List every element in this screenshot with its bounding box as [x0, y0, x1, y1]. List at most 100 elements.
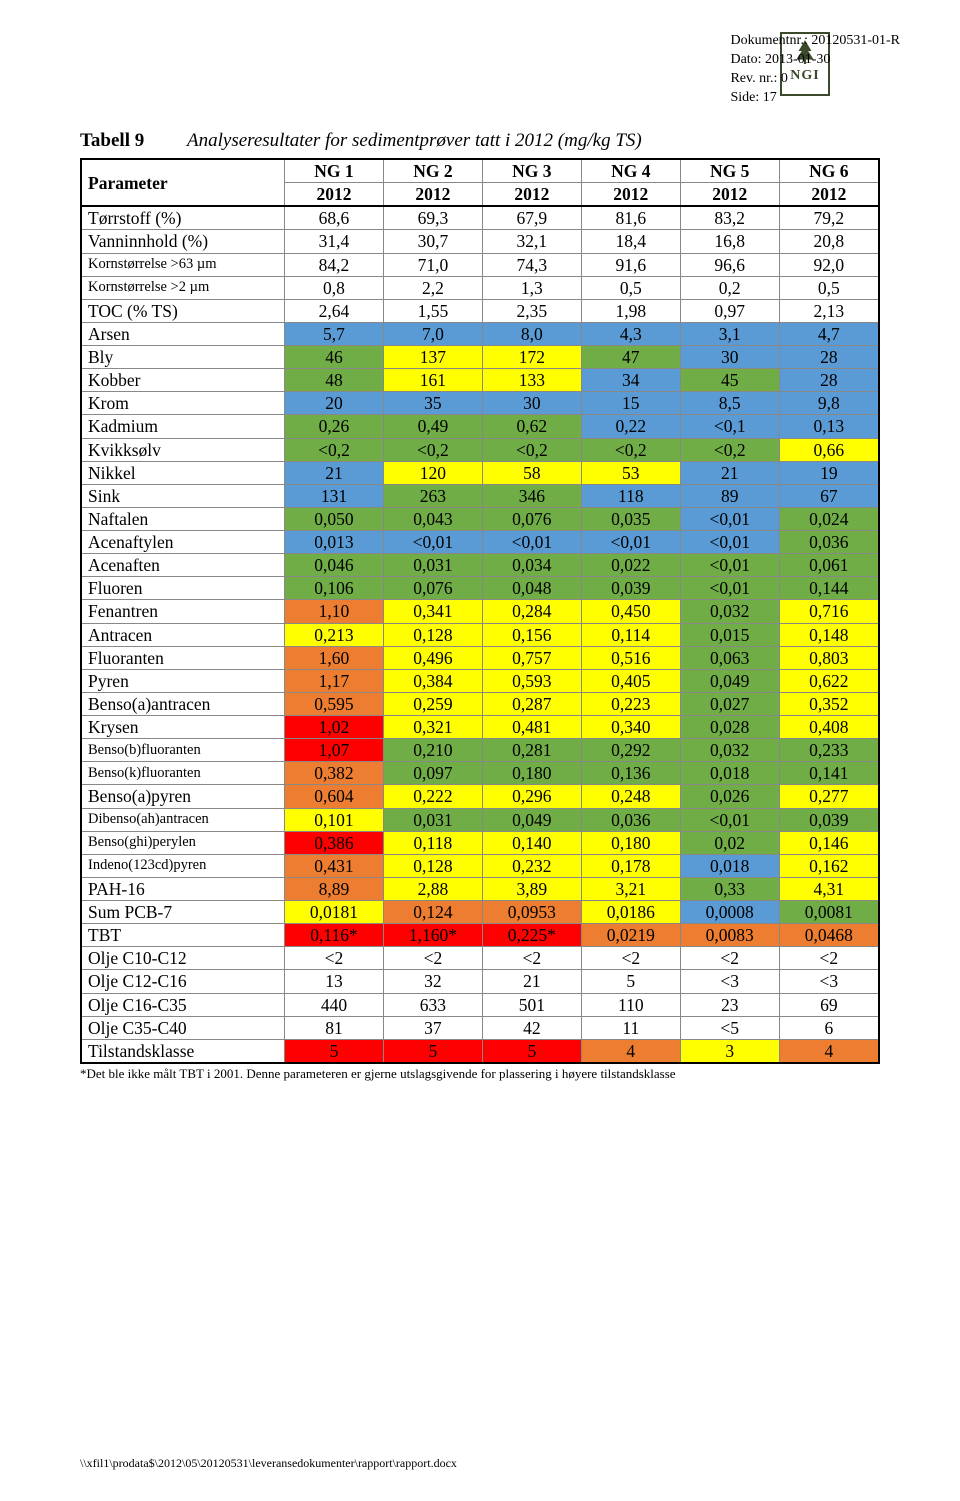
cell-value: <2	[482, 947, 581, 970]
cell-value: <0,01	[482, 531, 581, 554]
table-row: Fluoranten1,600,4960,7570,5160,0630,803	[81, 646, 879, 669]
cell-value: 3,1	[680, 322, 779, 345]
cell-value: 3,21	[581, 877, 680, 900]
cell-value: 9,8	[779, 392, 879, 415]
row-parameter: Benso(a)pyren	[81, 785, 285, 808]
cell-value: 4,31	[779, 877, 879, 900]
row-parameter: Arsen	[81, 322, 285, 345]
cell-value: 0,156	[482, 623, 581, 646]
cell-value: 8,5	[680, 392, 779, 415]
table-row: Tørrstoff (%)68,669,367,981,683,279,2	[81, 206, 879, 230]
cell-value: 0,026	[680, 785, 779, 808]
table-row: Pyren1,170,3840,5930,4050,0490,622	[81, 669, 879, 692]
cell-value: 0,22	[581, 415, 680, 438]
col-station: NG 5	[680, 159, 779, 183]
table-row: Kobber48161133344528	[81, 369, 879, 392]
cell-value: 0,210	[383, 739, 482, 762]
cell-value: <0,01	[680, 531, 779, 554]
cell-value: 0,063	[680, 646, 779, 669]
cell-value: 0,02	[680, 831, 779, 854]
cell-value: 69	[779, 993, 879, 1016]
cell-value: 19	[779, 461, 879, 484]
cell-value: 5,7	[285, 322, 384, 345]
table-row: Kornstørrelse >63 µm84,271,074,391,696,6…	[81, 253, 879, 276]
row-parameter: PAH-16	[81, 877, 285, 900]
table-row: Olje C35-C4081374211<56	[81, 1016, 879, 1039]
cell-value: 263	[383, 484, 482, 507]
table-row: Olje C16-C354406335011102369	[81, 993, 879, 1016]
cell-value: 0,384	[383, 669, 482, 692]
cell-value: 1,02	[285, 716, 384, 739]
cell-value: 0,180	[482, 762, 581, 785]
row-parameter: Indeno(123cd)pyren	[81, 854, 285, 877]
cell-value: 0,0468	[779, 924, 879, 947]
cell-value: 0,0081	[779, 901, 879, 924]
cell-value: 0,757	[482, 646, 581, 669]
cell-value: 46	[285, 346, 384, 369]
cell-value: 74,3	[482, 253, 581, 276]
row-parameter: Sum PCB-7	[81, 901, 285, 924]
cell-value: <0,2	[482, 438, 581, 461]
table-row: Olje C10-C12<2<2<2<2<2<2	[81, 947, 879, 970]
cell-value: 5	[581, 970, 680, 993]
cell-value: 131	[285, 484, 384, 507]
page-content: Tabell 9 Analyseresultater for sedimentp…	[80, 130, 880, 1082]
doc-number: Dokumentnr.: 20120531-01-R	[730, 32, 900, 51]
row-parameter: Benso(b)fluoranten	[81, 739, 285, 762]
row-parameter: Pyren	[81, 669, 285, 692]
col-year: 2012	[581, 183, 680, 207]
cell-value: 1,10	[285, 600, 384, 623]
cell-value: 6	[779, 1016, 879, 1039]
cell-value: 0,382	[285, 762, 384, 785]
cell-value: 0,015	[680, 623, 779, 646]
cell-value: 0,043	[383, 507, 482, 530]
cell-value: 0,604	[285, 785, 384, 808]
row-parameter: Sink	[81, 484, 285, 507]
cell-value: 42	[482, 1016, 581, 1039]
cell-value: 48	[285, 369, 384, 392]
cell-value: 8,0	[482, 322, 581, 345]
cell-value: 0,341	[383, 600, 482, 623]
row-parameter: Fluoren	[81, 577, 285, 600]
cell-value: 13	[285, 970, 384, 993]
table-row: Kornstørrelse >2 µm0,82,21,30,50,20,5	[81, 276, 879, 299]
col-station: NG 1	[285, 159, 384, 183]
col-year: 2012	[680, 183, 779, 207]
table-row: Benso(ghi)perylen0,3860,1180,1400,1800,0…	[81, 831, 879, 854]
cell-value: 0,97	[680, 299, 779, 322]
cell-value: 161	[383, 369, 482, 392]
cell-value: 34	[581, 369, 680, 392]
table-row: Benso(a)pyren0,6040,2220,2960,2480,0260,…	[81, 785, 879, 808]
cell-value: 5	[383, 1039, 482, 1063]
cell-value: 0,022	[581, 554, 680, 577]
cell-value: <0,01	[383, 531, 482, 554]
cell-value: 21	[285, 461, 384, 484]
cell-value: 0,116*	[285, 924, 384, 947]
row-parameter: Benso(k)fluoranten	[81, 762, 285, 785]
cell-value: <0,01	[680, 808, 779, 831]
cell-value: 0,178	[581, 854, 680, 877]
cell-value: 0,0219	[581, 924, 680, 947]
cell-value: 0,450	[581, 600, 680, 623]
table-row: Fenantren1,100,3410,2840,4500,0320,716	[81, 600, 879, 623]
table-caption: Analyseresultater for sedimentprøver tat…	[187, 130, 642, 151]
cell-value: 0,8	[285, 276, 384, 299]
cell-value: 20	[285, 392, 384, 415]
table-row: Benso(a)antracen0,5950,2590,2870,2230,02…	[81, 692, 879, 715]
cell-value: 1,07	[285, 739, 384, 762]
row-parameter: Benso(a)antracen	[81, 692, 285, 715]
table-row: Tilstandsklasse555434	[81, 1039, 879, 1063]
cell-value: 0,213	[285, 623, 384, 646]
row-parameter: Nikkel	[81, 461, 285, 484]
table-row: Naftalen0,0500,0430,0760,035<0,010,024	[81, 507, 879, 530]
cell-value: 0,128	[383, 854, 482, 877]
cell-value: 0,287	[482, 692, 581, 715]
cell-value: 67	[779, 484, 879, 507]
cell-value: 15	[581, 392, 680, 415]
cell-value: 0,292	[581, 739, 680, 762]
cell-value: 23	[680, 993, 779, 1016]
cell-value: 45	[680, 369, 779, 392]
cell-value: 53	[581, 461, 680, 484]
cell-value: 21	[482, 970, 581, 993]
doc-rev: Rev. nr.: 0	[730, 70, 900, 89]
